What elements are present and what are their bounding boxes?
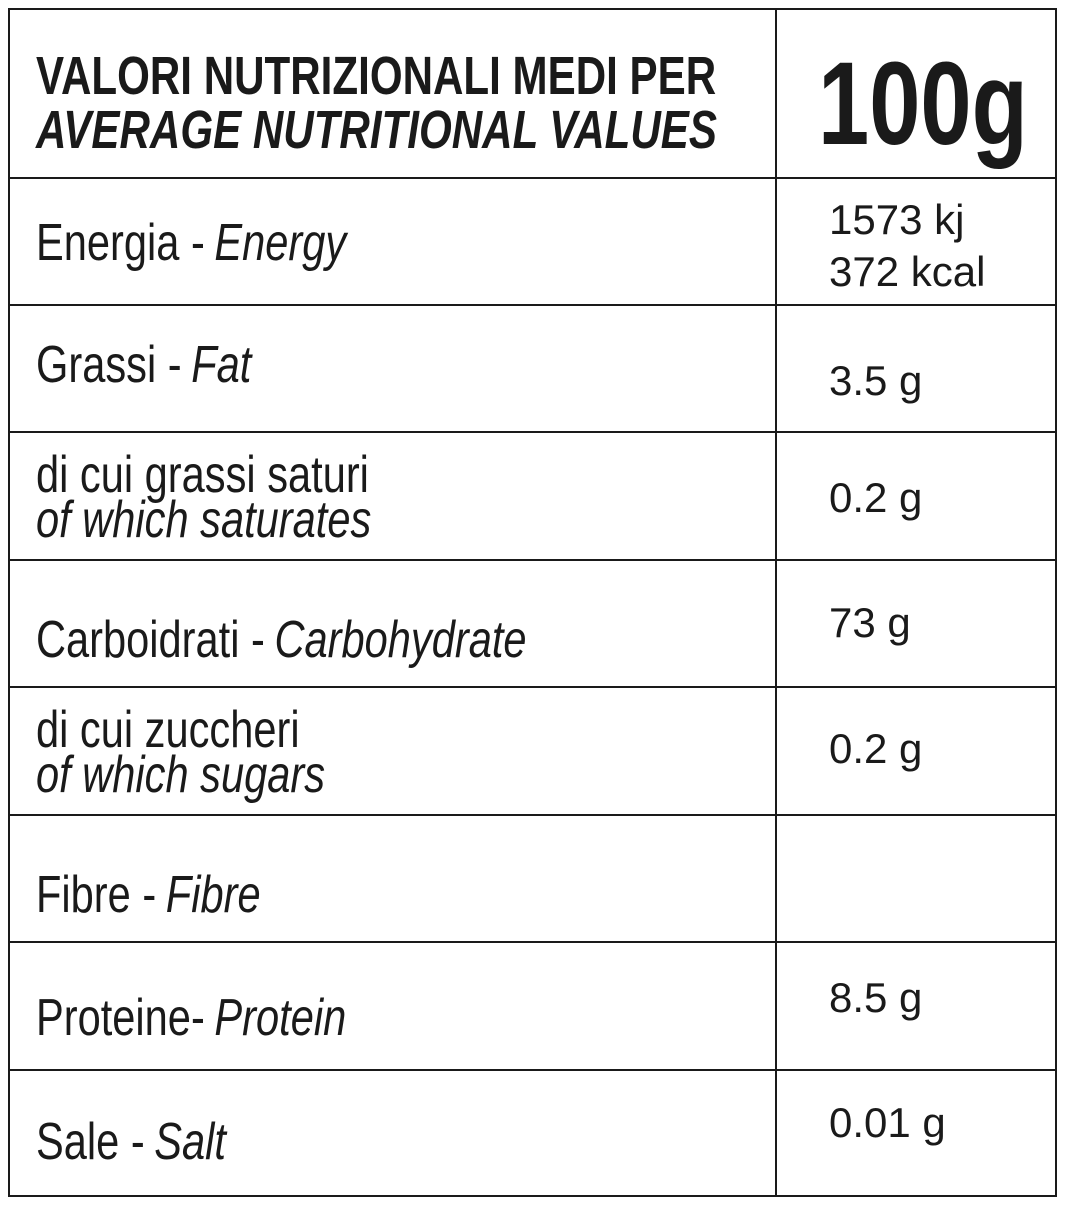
- header-per: 100g: [818, 38, 1028, 170]
- label-en: of which sugars: [36, 746, 326, 804]
- label-en: Fibre: [165, 866, 261, 924]
- row-divider: [8, 304, 1057, 306]
- label-it: di cui grassi saturi: [36, 446, 369, 504]
- row-value: 8.5 g: [829, 974, 923, 1021]
- row-label: Grassi - Fat: [36, 339, 251, 391]
- row-value: 3.5 g: [829, 357, 923, 404]
- column-divider: [775, 8, 777, 1197]
- row-value: 0.2 g: [829, 474, 923, 521]
- row-divider: [8, 177, 1057, 179]
- label-en: Carbohydrate: [274, 611, 527, 669]
- label-it: Proteine-: [36, 989, 205, 1047]
- row-label: Proteine- Protein: [36, 992, 346, 1044]
- table-border: [8, 8, 1057, 1197]
- label-en: Energy: [214, 214, 347, 272]
- label-it: Carboidrati -: [36, 611, 265, 669]
- label-en: of which saturates: [36, 491, 372, 549]
- row-divider: [8, 814, 1057, 816]
- row-value: 372 kcal: [829, 248, 986, 295]
- label-it: Grassi -: [36, 336, 182, 394]
- row-divider: [8, 1069, 1057, 1071]
- row-value: 0.2 g: [829, 725, 923, 772]
- label-en: Protein: [214, 989, 347, 1047]
- label-en: Salt: [154, 1113, 226, 1171]
- row-divider: [8, 559, 1057, 561]
- row-label: Energia - Energy: [36, 217, 346, 269]
- row-divider: [8, 431, 1057, 433]
- row-label: Sale - Salt: [36, 1116, 226, 1168]
- row-value: 1573 kj: [829, 196, 965, 243]
- row-divider: [8, 686, 1057, 688]
- row-value: 73 g: [829, 599, 911, 646]
- label-en: Fat: [191, 336, 252, 394]
- row-divider: [8, 941, 1057, 943]
- row-label: Fibre - Fibre: [36, 869, 261, 921]
- row-value: 0.01 g: [829, 1099, 946, 1146]
- label-it: Fibre -: [36, 866, 157, 924]
- header-title-it: VALORI NUTRIZIONALI MEDI PER: [36, 46, 717, 106]
- label-it: Sale -: [36, 1113, 145, 1171]
- label-it: di cui zuccheri: [36, 701, 300, 759]
- header-title-en: AVERAGE NUTRITIONAL VALUES: [36, 100, 717, 160]
- row-label: Carboidrati - Carbohydrate: [36, 614, 527, 666]
- label-it: Energia -: [36, 214, 205, 272]
